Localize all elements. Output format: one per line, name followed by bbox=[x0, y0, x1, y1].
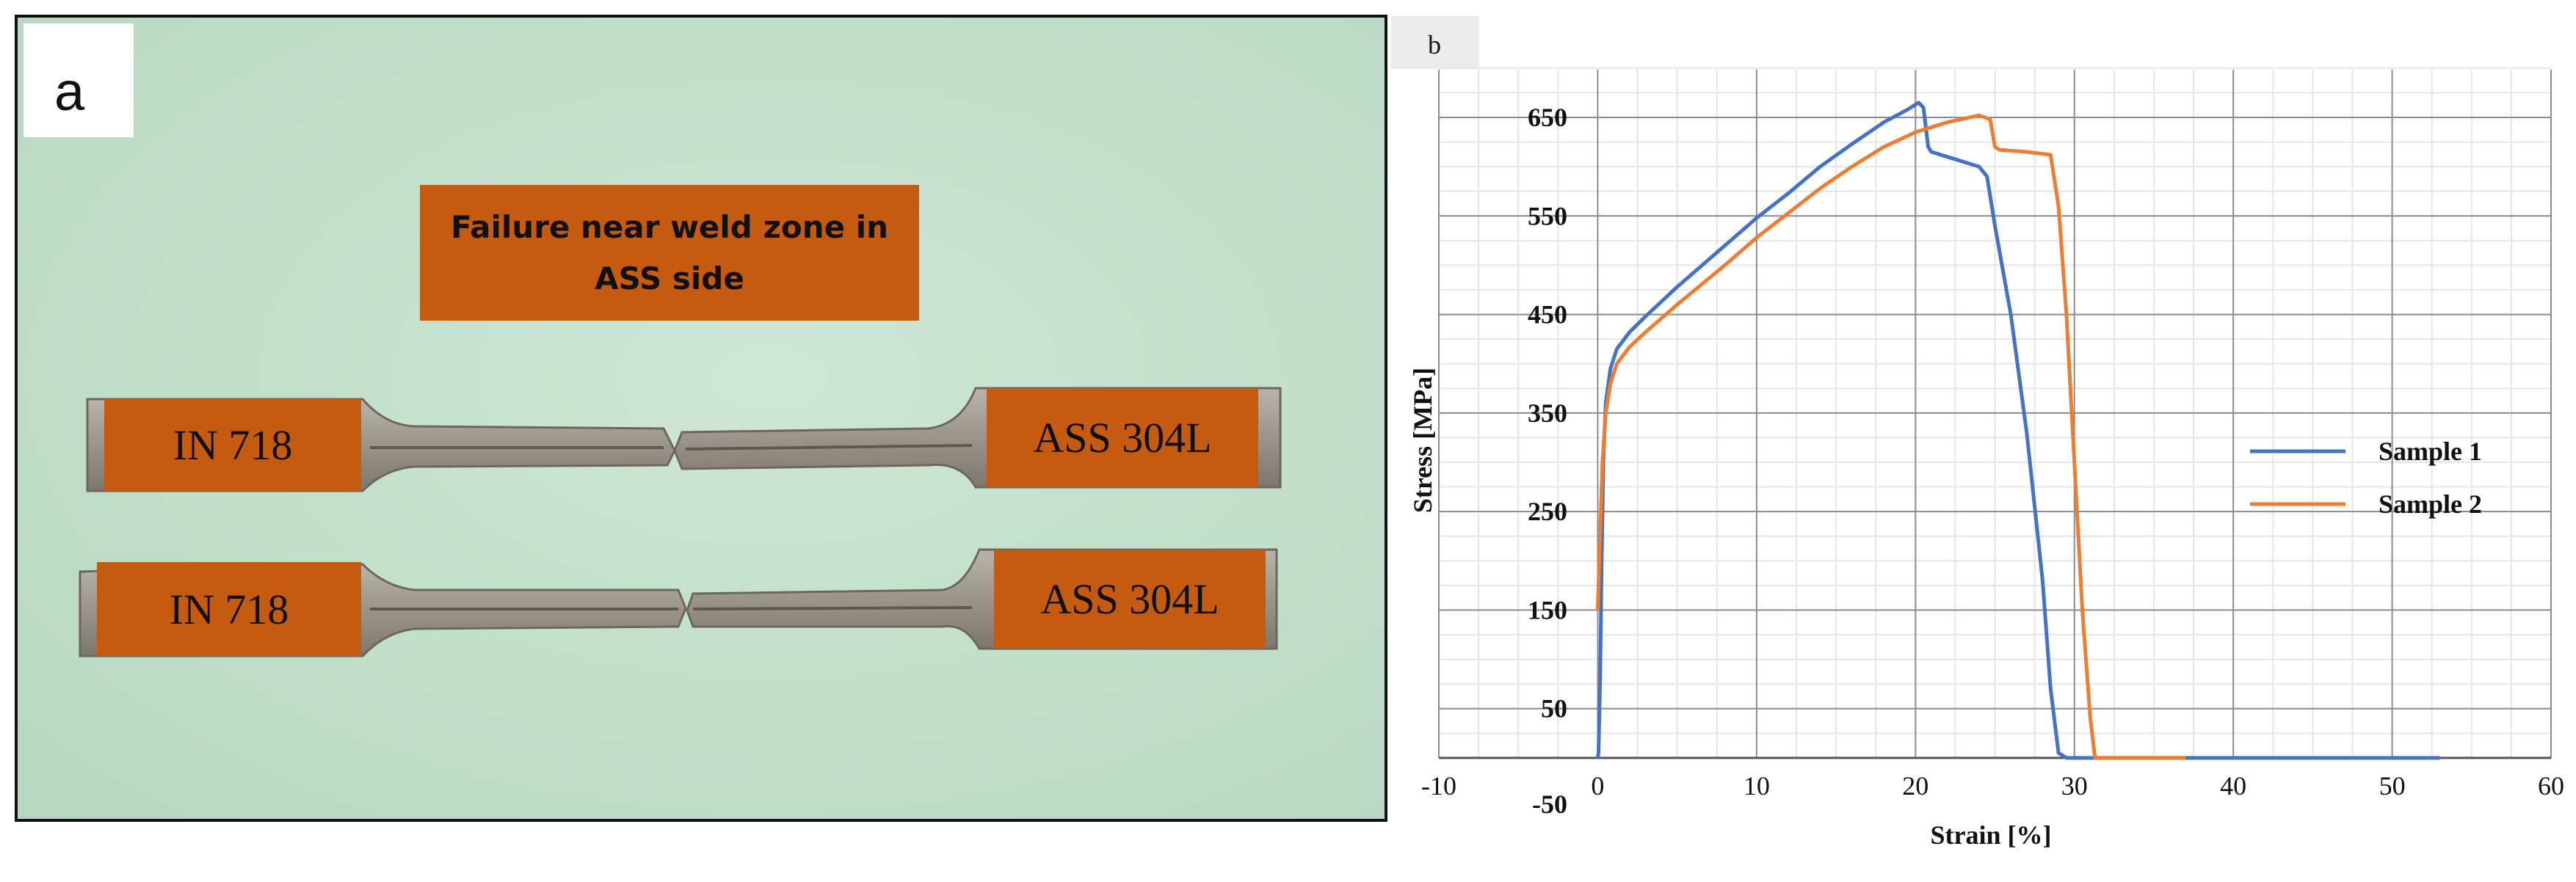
x-tick-label: 0 bbox=[1591, 771, 1604, 801]
panel-a-letter: a bbox=[54, 61, 85, 122]
y-tick-label: -50 bbox=[1532, 790, 1567, 819]
panel-b-letter-box bbox=[1391, 16, 1479, 69]
failure-caption: Failure near weld zone in ASS side bbox=[420, 185, 919, 321]
x-axis-title: Strain [%] bbox=[1931, 820, 2052, 850]
y-tick-label: 650 bbox=[1528, 103, 1567, 132]
caption-line-2: ASS side bbox=[595, 260, 744, 296]
y-tick-label: 50 bbox=[1541, 694, 1567, 724]
series-line-1 bbox=[1595, 101, 2440, 760]
specimen-1-right-label: ASS 304L bbox=[987, 388, 1258, 487]
y-tick-label: 350 bbox=[1528, 398, 1567, 428]
x-tick-label: 20 bbox=[1902, 771, 1929, 801]
tick-labels: -10 0 10 20 30 40 50 60 -50 50 150 250 350 450 550 650 bbox=[1421, 103, 2564, 819]
legend-label-1: Sample 1 bbox=[2379, 437, 2482, 466]
series bbox=[1595, 101, 2440, 760]
x-tick-label: 30 bbox=[2061, 771, 2088, 801]
y-tick-label: 550 bbox=[1528, 201, 1567, 230]
x-tick-label: 10 bbox=[1744, 771, 1770, 801]
specimen-1-left-label: IN 718 bbox=[104, 399, 361, 491]
grid bbox=[1438, 67, 2552, 759]
x-tick-label: 50 bbox=[2379, 771, 2406, 801]
panel-a-letter-box bbox=[23, 23, 134, 137]
y-axis-title: Stress [MPa] bbox=[1408, 368, 1437, 513]
legend: Sample 1 Sample 2 bbox=[2250, 437, 2482, 519]
photo-panel: a Failure near weld zone in ASS side IN … bbox=[15, 15, 1387, 822]
x-tick-label: 60 bbox=[2538, 771, 2564, 801]
specimen-2-left-label: IN 718 bbox=[97, 562, 361, 656]
panel-b-letter: b bbox=[1428, 30, 1441, 59]
series-line-2 bbox=[1595, 113, 2186, 760]
y-tick-label: 450 bbox=[1528, 300, 1567, 329]
y-tick-label: 150 bbox=[1528, 595, 1567, 624]
y-tick-label: 250 bbox=[1528, 497, 1567, 526]
x-tick-label: -10 bbox=[1421, 771, 1456, 801]
caption-line-1: Failure near weld zone in bbox=[450, 209, 889, 246]
specimen-2-right-label: ASS 304L bbox=[994, 550, 1266, 649]
x-tick-label: 40 bbox=[2220, 771, 2246, 801]
legend-label-2: Sample 2 bbox=[2379, 489, 2482, 519]
